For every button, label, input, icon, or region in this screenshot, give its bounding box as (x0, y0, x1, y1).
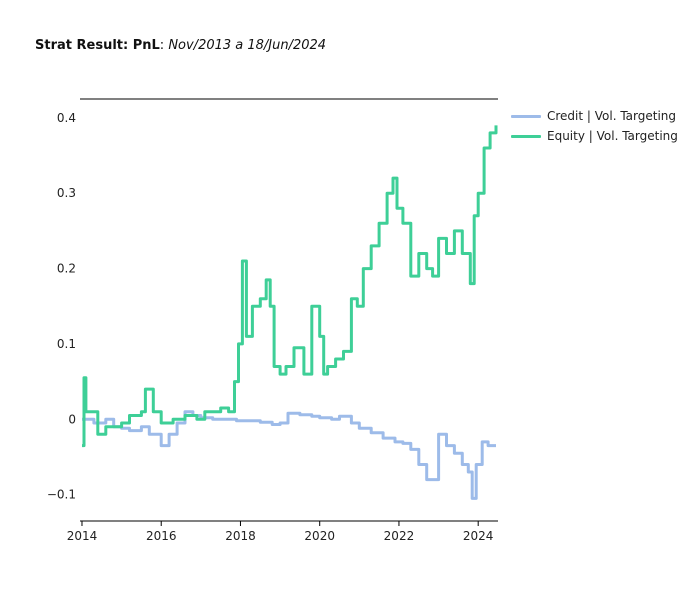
x-tick-label: 2022 (384, 529, 415, 543)
x-tick-label: 2014 (67, 529, 98, 543)
x-tick-label: 2016 (146, 529, 177, 543)
chart-title-bold: Strat Result: PnL (35, 38, 160, 53)
x-tick-label: 2020 (304, 529, 335, 543)
x-tick-label: 2018 (225, 529, 256, 543)
series-line-credit (82, 410, 496, 500)
chart-title: Strat Result: PnL: Nov/2013 a 18/Jun/202… (35, 38, 326, 53)
y-tick-label: −0.1 (47, 488, 76, 502)
legend-swatch-equity (511, 134, 541, 138)
series-line-equity (82, 125, 498, 448)
legend-label-credit: Credit | Vol. Targeting (547, 109, 677, 123)
y-tick-label: 0 (68, 412, 76, 426)
y-tick-label: 0.1 (57, 337, 76, 351)
y-tick-label: 0.3 (57, 186, 76, 200)
legend-item-equity[interactable]: Equity | Vol. Targeting (511, 126, 678, 146)
legend-swatch-credit (511, 114, 541, 118)
legend[interactable]: Credit | Vol. Targeting Equity | Vol. Ta… (511, 106, 678, 146)
y-tick-label: 0.2 (57, 262, 76, 276)
x-tick-label: 2024 (463, 529, 494, 543)
legend-label-equity: Equity | Vol. Targeting (547, 129, 678, 143)
legend-item-credit[interactable]: Credit | Vol. Targeting (511, 106, 678, 126)
y-tick-label: 0.4 (57, 111, 76, 125)
chart-title-sep: : (159, 38, 169, 53)
chart-title-italic: Nov/2013 a 18/Jun/2024 (168, 38, 327, 53)
